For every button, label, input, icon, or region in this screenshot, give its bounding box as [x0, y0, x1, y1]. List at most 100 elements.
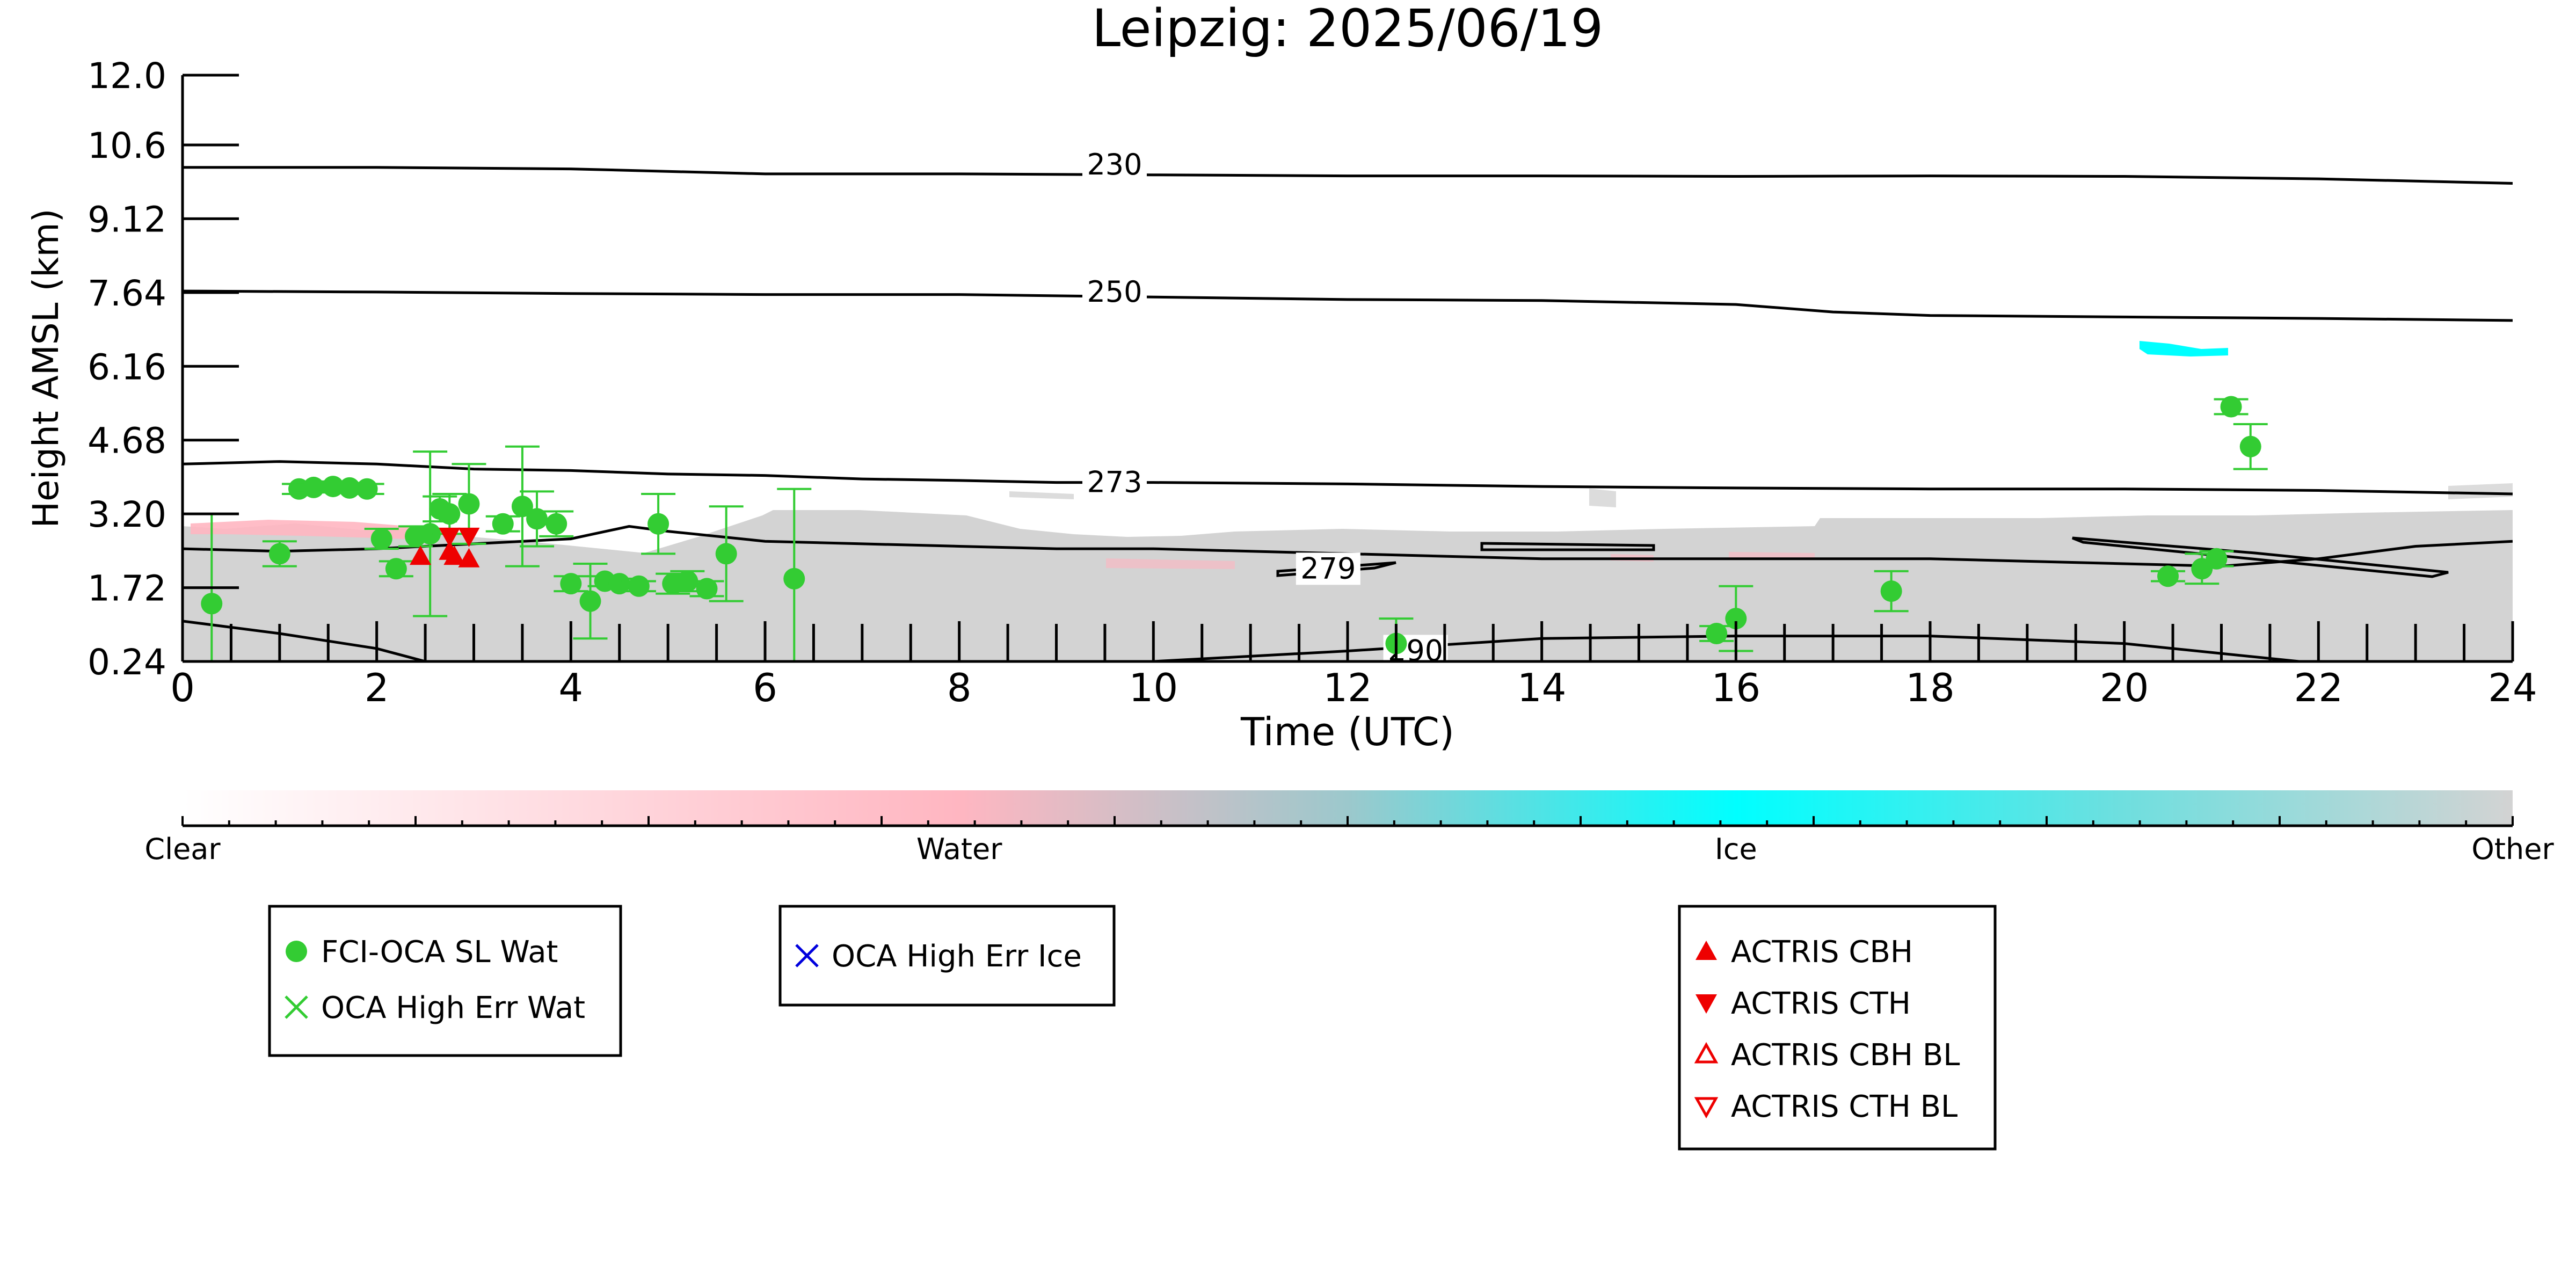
legends: FCI-OCA SL Wat OCA High Err Wat OCA High E…	[268, 905, 1997, 1151]
y-tick-label: 4.68	[88, 420, 166, 462]
legend-frame	[268, 905, 622, 1057]
cloud-mask-water-streaks	[1106, 552, 1815, 569]
y-tick-label: 6.16	[88, 346, 166, 388]
data-point	[268, 543, 290, 565]
y-tick-label: 0.24	[88, 642, 166, 683]
x-tick-label: 18	[1905, 665, 1955, 710]
y-tick-label: 1.72	[88, 568, 166, 609]
data-point	[458, 493, 480, 515]
x-tick-label: 10	[1129, 665, 1178, 710]
data-point	[492, 513, 514, 535]
legend-marker	[795, 944, 819, 967]
legend-box: OCA High Err Ice	[778, 905, 1116, 1007]
data-point	[715, 543, 737, 565]
data-point	[1706, 623, 1728, 644]
actris-cbh-marker	[458, 548, 480, 567]
contour-line	[183, 166, 2513, 185]
contour-label-bg	[1082, 275, 1147, 308]
data-point	[545, 513, 567, 535]
x-tick-label: 4	[558, 665, 583, 710]
data-point	[628, 575, 650, 597]
legend-label: OCA High Err Wat	[321, 991, 585, 1025]
legend-label: OCA High Err Ice	[832, 939, 1082, 974]
cloud-mask-ice	[2140, 341, 2228, 356]
x-tick-label: 20	[2100, 665, 2149, 710]
x-tick-label: 8	[947, 665, 972, 710]
legend-label: ACTRIS CBH	[1731, 935, 1913, 970]
data-point	[1880, 580, 1902, 602]
cloud-mask	[183, 341, 2513, 661]
legend-label: ACTRIS CTH	[1731, 986, 1911, 1021]
legend-label: FCI-OCA SL Wat	[321, 935, 558, 970]
x-tick-label: 6	[753, 665, 777, 710]
legend-marker	[285, 995, 308, 1019]
contour-line	[183, 289, 2513, 322]
colorbar-label: Water	[916, 832, 1002, 866]
colorbar-label: Clear	[144, 832, 221, 866]
legend-box: FCI-OCA SL Wat OCA High Err Wat	[268, 905, 622, 1057]
data-point	[2157, 565, 2179, 587]
temperature-contours	[183, 166, 2513, 661]
data-point	[303, 476, 325, 498]
data-point	[385, 558, 407, 580]
data-point	[511, 496, 533, 518]
data-point	[322, 476, 344, 498]
legend-marker	[1694, 1097, 1719, 1119]
data-point	[647, 513, 670, 535]
legend-marker	[1694, 1042, 1719, 1064]
chart-title: Leipzig: 2025/06/19	[1092, 0, 1604, 59]
colorbar-ticks	[181, 816, 2514, 826]
x-tick-label: 24	[2488, 665, 2537, 710]
data-point	[2206, 548, 2228, 570]
legend-label: ACTRIS CBH BL	[1731, 1038, 1960, 1073]
legend-marker	[286, 941, 307, 962]
legend-marker	[1695, 941, 1717, 960]
y-tick-label: 10.6	[88, 125, 166, 166]
contour-label-bg	[1296, 552, 1360, 585]
contour-label: 279	[1300, 551, 1356, 585]
x-tick-label: 22	[2294, 665, 2344, 710]
colorbar-label: Ice	[1715, 832, 1757, 866]
data-point	[201, 593, 223, 615]
actris-cbh-marker	[410, 545, 432, 565]
legend-frame	[778, 905, 1116, 1007]
x-tick-label: 2	[365, 665, 389, 710]
actris-cth-marker	[458, 527, 480, 547]
data-point	[696, 578, 718, 600]
contour-label-bg	[1082, 466, 1147, 499]
data-point	[419, 523, 441, 545]
data-point	[1725, 608, 1747, 630]
data-point	[676, 570, 698, 592]
data-point	[608, 573, 630, 595]
legend-frame	[1678, 905, 1997, 1151]
contour-label: 250	[1087, 275, 1142, 309]
data-point	[560, 573, 582, 595]
x-axis-label: Time (UTC)	[1240, 709, 1454, 754]
data-point	[356, 478, 378, 500]
legend-label: ACTRIS CTH BL	[1731, 1089, 1958, 1124]
data-point	[439, 503, 461, 525]
x-ticks: 0 2 4 6 8 10 12 14 16 18 20 22 24	[170, 621, 2537, 710]
legend-marker	[1695, 994, 1717, 1014]
legend-box: ACTRIS CBH ACTRIS CTH ACTRIS CBH BL ACTRIS …	[1678, 905, 1997, 1151]
y-tick-label: 9.12	[88, 199, 166, 240]
y-axis-label: Height AMSL (km)	[25, 209, 67, 528]
data-point	[526, 508, 548, 530]
contour-label-bg	[1082, 149, 1147, 181]
y-ticks: 0.24 1.72 3.20 4.68 6.16 7.64 9.12 10.6 12.0	[88, 55, 239, 683]
contour-line	[183, 525, 2513, 568]
actris-cth-marker	[439, 527, 461, 547]
x-tick-label: 12	[1323, 665, 1372, 710]
data-point	[2220, 396, 2242, 418]
actris-cbh-marker	[443, 545, 465, 565]
class-colorbar: Clear Water Ice Other	[144, 790, 2554, 866]
y-tick-label: 7.64	[88, 273, 166, 314]
contour-label: 230	[1087, 148, 1142, 181]
contour-label: 273	[1087, 465, 1142, 499]
cloud-mask-water	[191, 520, 419, 540]
data-point	[579, 590, 601, 612]
data-point	[783, 567, 805, 590]
x-tick-label: 0	[170, 665, 195, 710]
